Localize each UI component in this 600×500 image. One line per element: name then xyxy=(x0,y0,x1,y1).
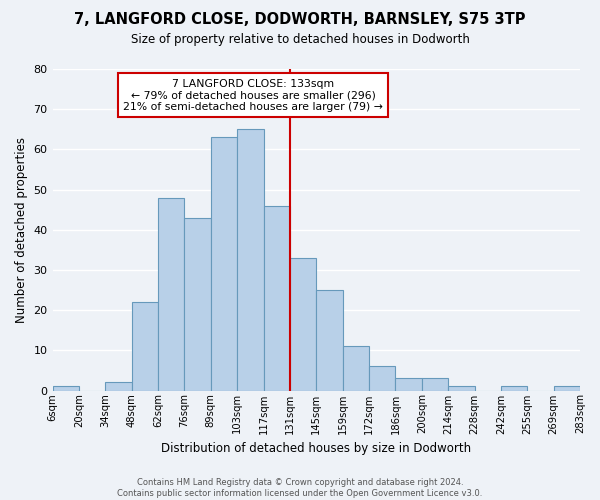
Bar xyxy=(158,198,184,390)
Bar xyxy=(211,138,237,390)
Bar xyxy=(131,302,158,390)
Text: 7, LANGFORD CLOSE, DODWORTH, BARNSLEY, S75 3TP: 7, LANGFORD CLOSE, DODWORTH, BARNSLEY, S… xyxy=(74,12,526,28)
Bar xyxy=(290,258,316,390)
Bar xyxy=(501,386,527,390)
Bar xyxy=(448,386,475,390)
Bar xyxy=(184,218,211,390)
Text: Contains HM Land Registry data © Crown copyright and database right 2024.
Contai: Contains HM Land Registry data © Crown c… xyxy=(118,478,482,498)
Bar xyxy=(343,346,369,391)
Bar xyxy=(237,130,263,390)
Text: Size of property relative to detached houses in Dodworth: Size of property relative to detached ho… xyxy=(131,32,469,46)
Bar xyxy=(395,378,422,390)
Bar xyxy=(263,206,290,390)
X-axis label: Distribution of detached houses by size in Dodworth: Distribution of detached houses by size … xyxy=(161,442,472,455)
Y-axis label: Number of detached properties: Number of detached properties xyxy=(15,137,28,323)
Bar xyxy=(316,290,343,390)
Bar xyxy=(554,386,580,390)
Text: 7 LANGFORD CLOSE: 133sqm
← 79% of detached houses are smaller (296)
21% of semi-: 7 LANGFORD CLOSE: 133sqm ← 79% of detach… xyxy=(123,78,383,112)
Bar xyxy=(369,366,395,390)
Bar xyxy=(53,386,79,390)
Bar xyxy=(105,382,131,390)
Bar xyxy=(422,378,448,390)
